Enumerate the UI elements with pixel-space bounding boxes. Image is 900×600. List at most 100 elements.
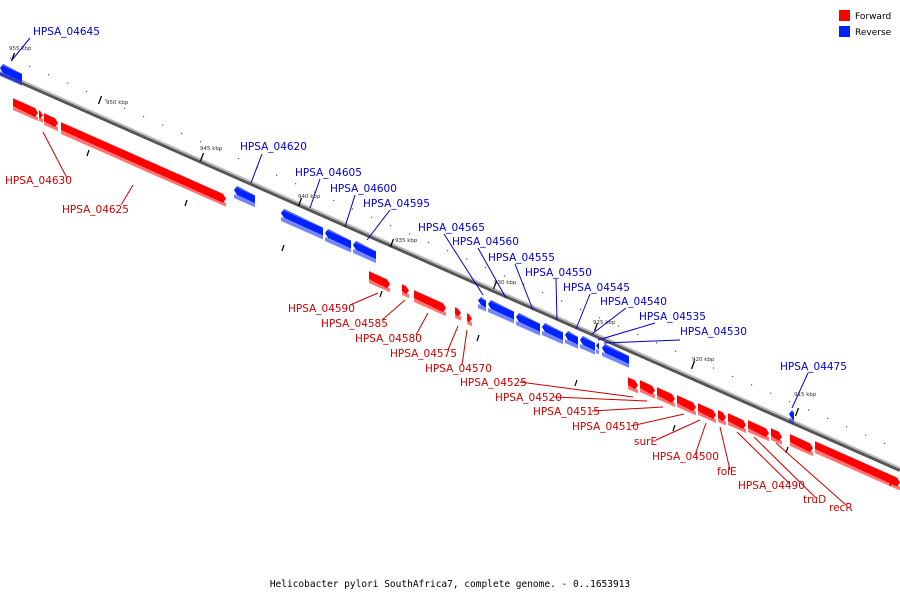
gene-shadow — [353, 249, 376, 264]
gene-shadow — [640, 388, 655, 399]
dots-layer — [10, 57, 886, 445]
gene-shadow — [402, 291, 409, 299]
guide-dot — [105, 99, 107, 101]
gene-leader-line — [120, 184, 134, 206]
guide-dot — [618, 325, 620, 327]
gene-shadow — [602, 352, 629, 368]
guide-dot — [447, 250, 449, 252]
gene-highlight — [324, 228, 352, 241]
guide-dot — [48, 74, 50, 76]
gene-block — [718, 410, 726, 422]
minor-tick — [86, 149, 90, 157]
gene-highlight — [280, 208, 324, 228]
tick-mark — [593, 322, 599, 332]
gene-label: HPSA_04535 — [639, 311, 706, 323]
leaders-layer — [11, 37, 847, 506]
gene-block — [677, 395, 696, 412]
gene-label: HPSA_04555 — [488, 252, 555, 264]
gene-label: HPSA_04645 — [33, 26, 100, 38]
tick-mark — [492, 280, 498, 290]
gene-highlight — [627, 376, 639, 382]
gene-label: HPSA_04565 — [418, 222, 485, 234]
tick-label: 935 kbp — [395, 238, 418, 244]
gene-leader-line — [775, 442, 847, 506]
tick-mark — [297, 197, 303, 207]
tick-label: 940 kbp — [298, 194, 321, 200]
gene-shadow — [748, 428, 769, 442]
gene-block — [565, 331, 578, 345]
gene-label: HPSA_04570 — [425, 363, 492, 375]
legend-reverse-swatch — [839, 26, 850, 37]
guide-dot — [352, 208, 354, 210]
gene-block — [640, 380, 655, 395]
gene-highlight — [601, 343, 630, 357]
gene-leader-line — [309, 178, 321, 209]
guide-dot — [504, 275, 506, 277]
gene-leader-line — [415, 312, 429, 336]
gene-highlight — [717, 409, 727, 414]
guide-dot — [675, 350, 677, 352]
gene-label: HPSA_04600 — [330, 183, 397, 195]
gene-highlight — [541, 322, 564, 333]
gene-label: HPSA_04545 — [563, 282, 630, 294]
gene-block — [542, 323, 563, 341]
gene-label: truD — [803, 494, 826, 506]
guide-dot — [485, 266, 487, 269]
guide-dot — [789, 400, 791, 403]
genome-caption: Helicobacter pylori SouthAfrica7, comple… — [270, 579, 630, 590]
gene-highlight — [12, 97, 39, 110]
gene-block — [602, 344, 629, 364]
gene-block — [234, 186, 255, 204]
backbone-line — [0, 70, 900, 469]
gene-highlight — [595, 341, 600, 344]
gene-highlight — [352, 240, 377, 252]
gene-leader-line — [575, 293, 591, 330]
gene-leader-line — [630, 413, 685, 427]
gene-block — [748, 420, 769, 438]
gene-block — [61, 122, 226, 203]
gene-highlight — [789, 433, 814, 445]
gene-shadow — [61, 130, 226, 207]
gene-block — [580, 336, 595, 351]
gene-shadow — [542, 331, 563, 345]
gene-shadow — [13, 106, 38, 122]
gene-label: HPSA_04575 — [390, 348, 457, 360]
gene-label: HPSA_04560 — [452, 236, 519, 248]
gene-highlight — [60, 121, 227, 196]
gene-leader-line — [591, 406, 664, 412]
gene-shadow — [657, 395, 675, 407]
guide-dot — [732, 375, 734, 378]
gene-leader-line — [514, 263, 534, 311]
gene-block — [455, 307, 461, 317]
gene-block — [13, 98, 38, 118]
legend: Forward Reverse — [839, 10, 892, 38]
genome-backbone — [0, 70, 900, 472]
gene-leader-line — [349, 292, 379, 306]
tick-mark — [199, 152, 205, 162]
gene-block — [402, 284, 409, 295]
gene-shadow — [565, 339, 578, 349]
gene-shadow — [815, 449, 900, 491]
gene-shadow — [414, 298, 446, 317]
guide-dot — [694, 359, 696, 361]
gene-block — [596, 342, 599, 351]
gene-shadow — [677, 403, 696, 416]
gene-leader-line — [461, 329, 468, 366]
gene-label: HPSA_04490 — [738, 480, 805, 492]
guide-dot — [637, 333, 639, 336]
gene-highlight — [368, 270, 391, 281]
guide-dot — [333, 199, 335, 202]
gene-block — [39, 110, 43, 119]
guide-dot — [428, 241, 430, 243]
gene-label: surE — [634, 436, 657, 448]
guide-dot — [219, 149, 221, 151]
gene-leader-line — [597, 322, 656, 341]
tick-label: 925 kbp — [593, 320, 616, 326]
gene-highlight — [401, 283, 410, 288]
guide-dot — [884, 442, 886, 445]
gene-label: HPSA_04510 — [572, 421, 639, 433]
minor-tick — [281, 244, 285, 252]
gene-label: recR — [829, 502, 853, 514]
